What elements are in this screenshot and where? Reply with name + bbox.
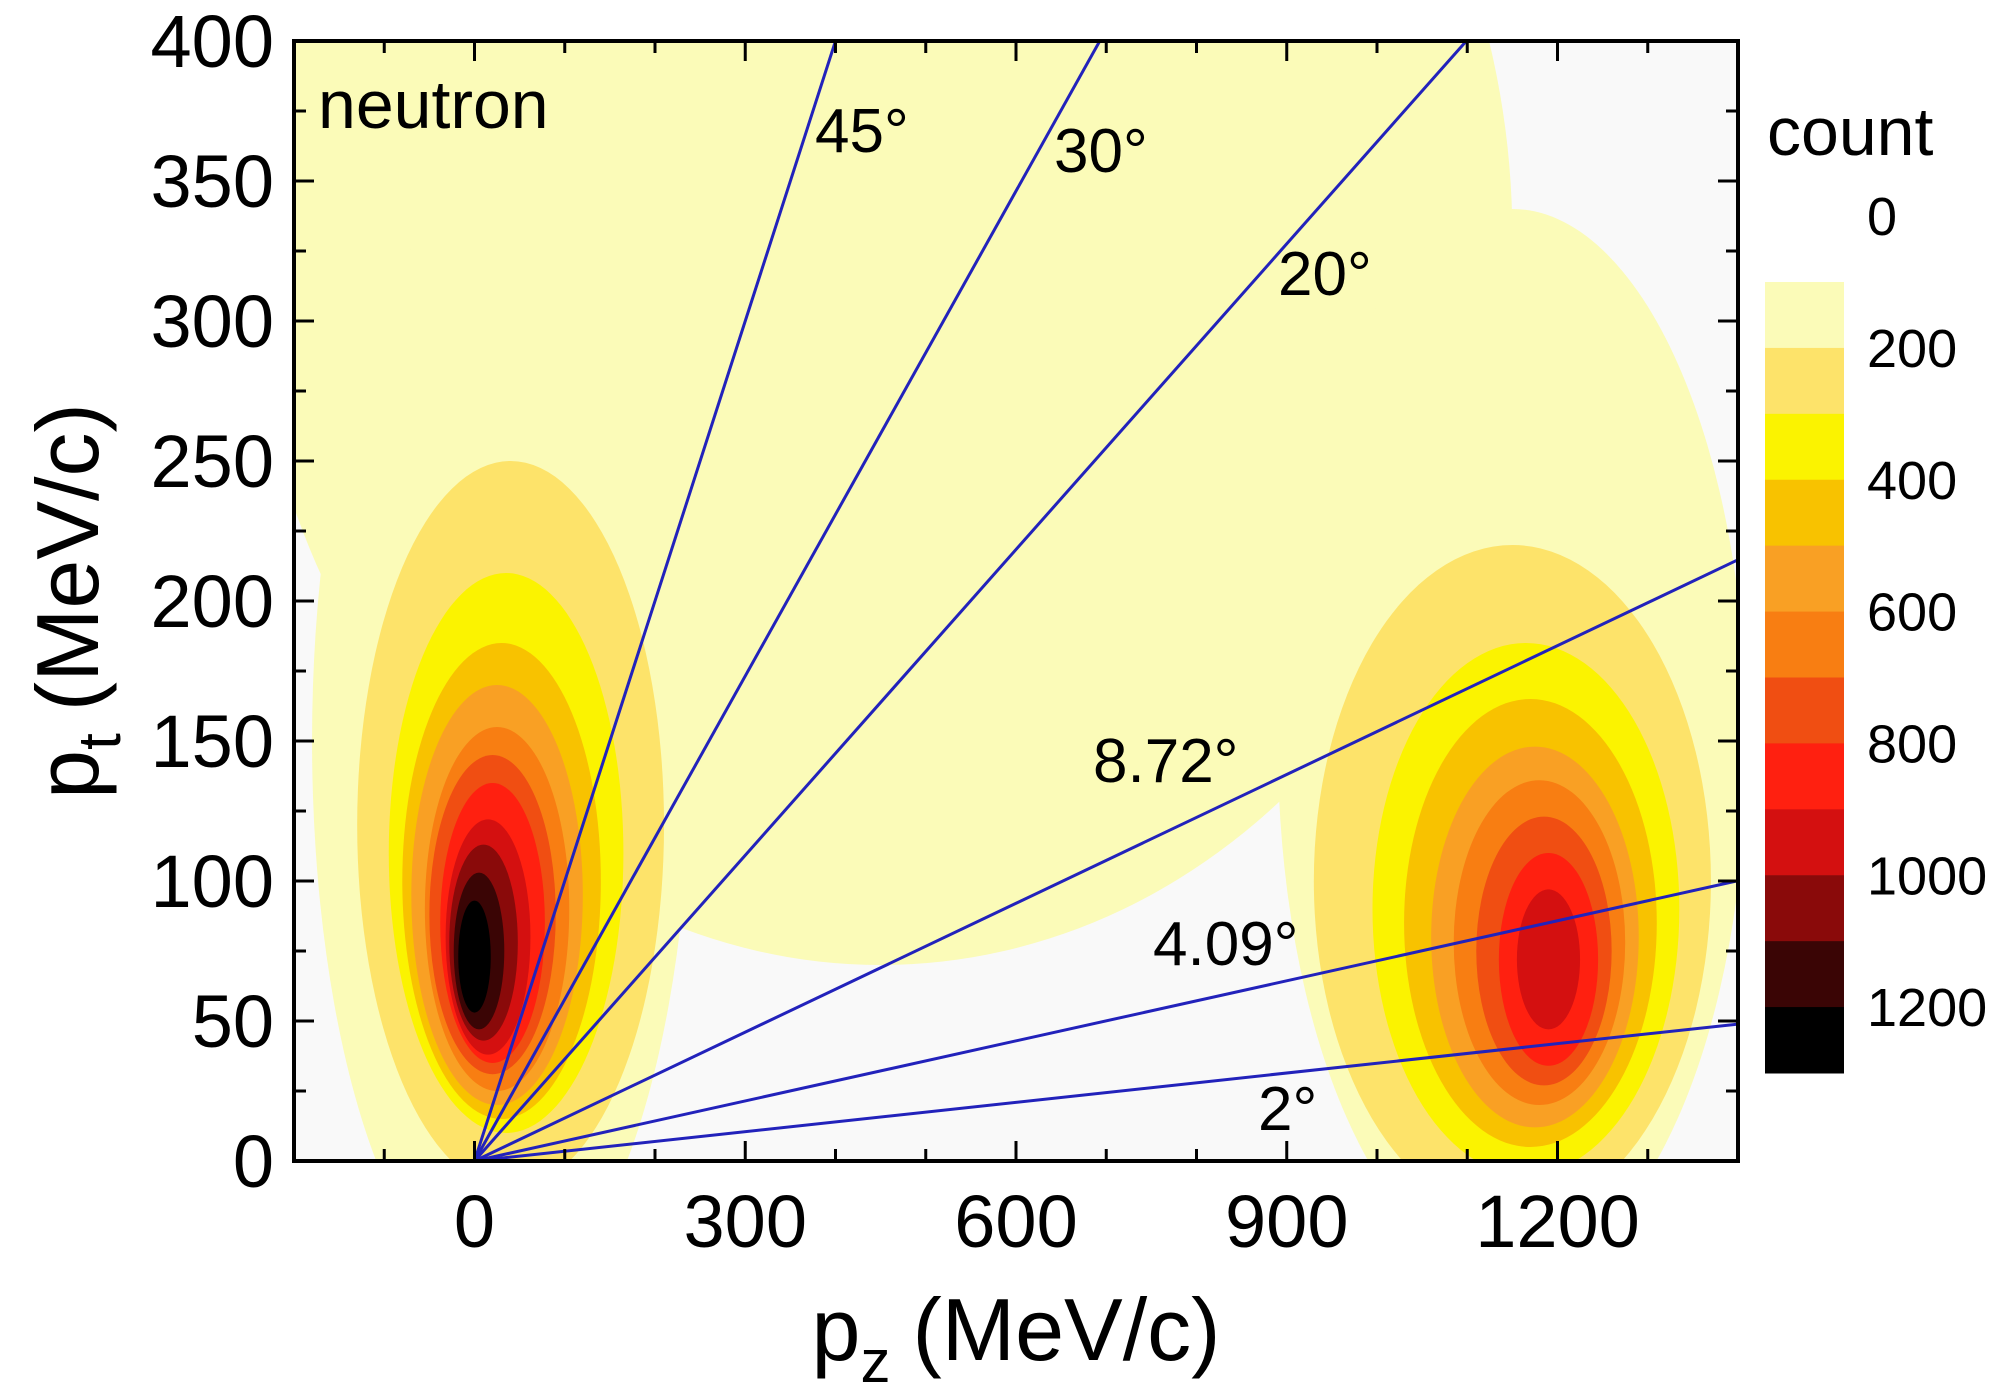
x-title-main: p bbox=[812, 1280, 861, 1379]
x-title-sub: z bbox=[860, 1328, 890, 1389]
y-axis-title: pt (MeV/c) bbox=[18, 403, 133, 799]
x-tick-label: 0 bbox=[454, 1180, 495, 1263]
plot-area bbox=[294, 41, 1738, 1161]
colorbar-swatch bbox=[1765, 479, 1844, 547]
colorbar-swatch bbox=[1765, 677, 1844, 744]
y-tick-label: 100 bbox=[151, 840, 274, 923]
colorbar-tick-label: 400 bbox=[1867, 451, 1957, 511]
y-tick-label: 250 bbox=[151, 420, 274, 503]
angle-line bbox=[473, 558, 1738, 1161]
contour-region bbox=[458, 900, 491, 1013]
angle-line bbox=[473, 41, 1469, 1161]
y-title-unit: (MeV/c) bbox=[18, 403, 117, 711]
colorbar-tick-label: 1200 bbox=[1867, 978, 1987, 1038]
angle-label: 20° bbox=[1278, 240, 1372, 309]
angle-label: 8.72° bbox=[1093, 727, 1238, 796]
colorbar-tick-label: 600 bbox=[1867, 583, 1957, 643]
x-title-unit: (MeV/c) bbox=[912, 1280, 1220, 1379]
colorbar-swatch bbox=[1765, 282, 1844, 349]
y-title-sub: t bbox=[66, 733, 133, 750]
colorbar-swatch bbox=[1765, 413, 1844, 481]
colorbar-swatch bbox=[1765, 611, 1844, 678]
colorbar-title: count bbox=[1767, 94, 1933, 170]
angle-line bbox=[474, 879, 1738, 1161]
angle-label: 4.09° bbox=[1153, 910, 1298, 979]
colorbar-swatch bbox=[1765, 545, 1844, 613]
y-tick-label: 300 bbox=[151, 280, 274, 363]
x-tick-label: 900 bbox=[1225, 1180, 1348, 1263]
angle-label: 2° bbox=[1258, 1075, 1317, 1144]
colorbar-tick-label: 0 bbox=[1867, 187, 1897, 247]
x-tick-label: 600 bbox=[954, 1180, 1077, 1263]
y-tick-label: 350 bbox=[151, 140, 274, 223]
colorbar-tick-label: 1000 bbox=[1867, 846, 1987, 906]
colorbar-tick-label: 800 bbox=[1867, 714, 1957, 774]
contour-region bbox=[1516, 889, 1581, 1030]
angle-line bbox=[474, 1022, 1738, 1161]
angle-label: 45° bbox=[815, 97, 909, 166]
colorbar-swatch bbox=[1765, 1007, 1844, 1074]
colorbar-tick-label: 200 bbox=[1867, 319, 1957, 379]
colorbar-swatch bbox=[1765, 347, 1844, 415]
y-title-main: p bbox=[18, 750, 117, 799]
colorbar-swatch bbox=[1765, 875, 1844, 942]
y-tick-label: 0 bbox=[233, 1120, 274, 1203]
annotation: neutron bbox=[318, 67, 549, 143]
colorbar-swatch bbox=[1765, 743, 1844, 810]
colorbar-swatch bbox=[1765, 809, 1844, 876]
x-tick-label: 1200 bbox=[1475, 1180, 1640, 1263]
y-tick-label: 150 bbox=[151, 700, 274, 783]
x-axis-title: pz (MeV/c) bbox=[812, 1280, 1221, 1389]
x-tick-label: 300 bbox=[684, 1180, 807, 1263]
colorbar-swatch bbox=[1765, 941, 1844, 1008]
angle-label: 30° bbox=[1054, 117, 1148, 186]
y-tick-label: 50 bbox=[192, 980, 274, 1063]
y-tick-label: 400 bbox=[151, 0, 274, 83]
y-tick-label: 200 bbox=[151, 560, 274, 643]
axes bbox=[292, 39, 1740, 1163]
